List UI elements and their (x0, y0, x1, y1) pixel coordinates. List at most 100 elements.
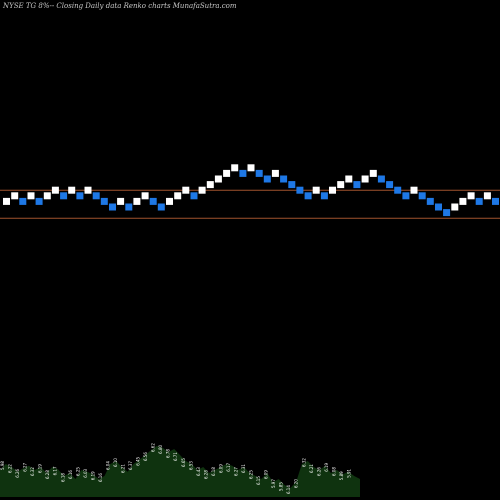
renko-brick-up (182, 186, 190, 194)
renko-brick-down (288, 181, 296, 189)
bottom-value-label: 6.17 (53, 466, 58, 475)
bottom-value-label: 6.71 (173, 452, 178, 461)
bottom-value-label: 6.27 (234, 467, 239, 476)
renko-brick-up (337, 181, 345, 189)
renko-brick-down (353, 181, 361, 189)
renko-brick-up (166, 197, 173, 205)
bottom-value-label: 6.09 (264, 470, 269, 479)
renko-brick-up (206, 181, 214, 189)
bottom-value-label: 6.27 (23, 462, 28, 471)
renko-brick-up (84, 186, 92, 194)
renko-brick-down (296, 186, 304, 194)
bottom-value-label: 6.04 (105, 461, 110, 470)
renko-brick-up (271, 169, 279, 177)
bottom-value-label: 5.91 (347, 468, 352, 477)
bottom-value-label: 6.45 (136, 456, 141, 465)
renko-brick-down (435, 203, 442, 211)
renko-brick-down (402, 192, 410, 200)
renko-brick-down (280, 175, 288, 183)
renko-brick-down (239, 169, 247, 177)
renko-brick-up (361, 175, 369, 183)
bottom-value-label: 6.19 (324, 462, 329, 471)
renko-brick-down (109, 203, 116, 211)
bottom-value-label: 6.32 (301, 458, 306, 467)
renko-brick-down (377, 175, 385, 183)
bottom-value-label: 6.32 (30, 467, 35, 476)
renko-brick-up (174, 192, 182, 200)
renko-brick-down (492, 197, 499, 205)
renko-brick-up (68, 186, 76, 194)
renko-brick-up (198, 186, 206, 194)
volume-area (0, 446, 360, 497)
renko-brick-down (60, 192, 68, 200)
renko-brick-up (410, 186, 418, 194)
bottom-value-label: 6.80 (158, 444, 163, 453)
bottom-value-label: 6.10 (113, 458, 118, 467)
renko-brick-down (35, 197, 43, 205)
bottom-value-label: 6.21 (121, 464, 126, 473)
bottom-value-label: 6.08 (331, 467, 336, 476)
renko-brick-down (92, 192, 100, 200)
renko-brick-down (386, 181, 394, 189)
bottom-value-label: 6.19 (38, 464, 43, 473)
renko-brick-down (320, 192, 328, 200)
bottom-value-label: 5.97 (271, 479, 276, 488)
bottom-value-label: 6.21 (309, 464, 314, 473)
bottom-value-label: 6.25 (249, 470, 254, 479)
renko-brick-up (312, 186, 320, 194)
renko-brick-up (27, 192, 35, 200)
renko-brick-down (443, 209, 451, 217)
renko-brick-down (475, 197, 483, 205)
bottom-value-label: 6.03 (83, 468, 88, 477)
bottom-value-label: 6.26 (15, 468, 20, 477)
renko-brick-down (149, 197, 157, 205)
bottom-value-label: 6.78 (166, 449, 171, 458)
renko-brick-up (51, 186, 59, 194)
renko-brick-up (329, 186, 336, 194)
renko-brick-down (304, 192, 312, 200)
renko-brick-up (459, 197, 467, 205)
renko-brick-up (141, 192, 149, 200)
chart-title: NYSE TG 8%-- Closing Daily data Renko ch… (3, 2, 237, 10)
renko-brick-down (394, 186, 402, 194)
bottom-value-label: 6.53 (188, 461, 193, 470)
bottom-value-label: 6.43 (196, 467, 201, 476)
renko-brick-down (125, 203, 133, 211)
renko-brick-down (263, 175, 271, 183)
bottom-value-label: 5.85 (279, 482, 284, 491)
renko-brick-up (43, 192, 51, 200)
bottom-value-label: 6.31 (241, 464, 246, 473)
renko-brick-up (223, 169, 231, 177)
renko-brick-down (100, 197, 108, 205)
renko-brick-down (19, 197, 27, 205)
renko-brick-up (214, 175, 222, 183)
renko-brick-up (133, 197, 141, 205)
bottom-value-label: 6.19 (90, 471, 95, 480)
renko-brick-down (76, 192, 84, 200)
bottom-value-label: 5.89 (339, 471, 344, 480)
bottom-value-label: 6.25 (75, 467, 80, 476)
bottom-value-label: 6.16 (98, 473, 103, 482)
renko-brick-up (483, 192, 491, 200)
renko-brick-up (467, 192, 475, 200)
renko-brick-down (426, 197, 434, 205)
bottom-value-label: 6.20 (294, 479, 299, 488)
bottom-value-label: 6.18 (211, 467, 216, 476)
bottom-value-label: 6.37 (128, 461, 133, 470)
renko-brick-up (451, 203, 459, 211)
renko-brick-up (231, 164, 239, 172)
renko-brick-down (157, 203, 165, 211)
bottom-value-label: 6.14 (286, 485, 291, 494)
renko-brick-down (418, 192, 426, 200)
bottom-value-label: 6.18 (60, 473, 65, 482)
renko-brick-up (117, 197, 125, 205)
bottom-value-label: 6.09 (218, 464, 223, 473)
bottom-value-label: 6.26 (316, 467, 321, 476)
bottom-value-label: 6.28 (203, 470, 208, 479)
bottom-value-label: 6.62 (151, 443, 156, 452)
renko-brick-up (369, 169, 377, 177)
renko-brick-up (247, 164, 255, 172)
bottom-value-label: 6.28 (45, 470, 50, 479)
